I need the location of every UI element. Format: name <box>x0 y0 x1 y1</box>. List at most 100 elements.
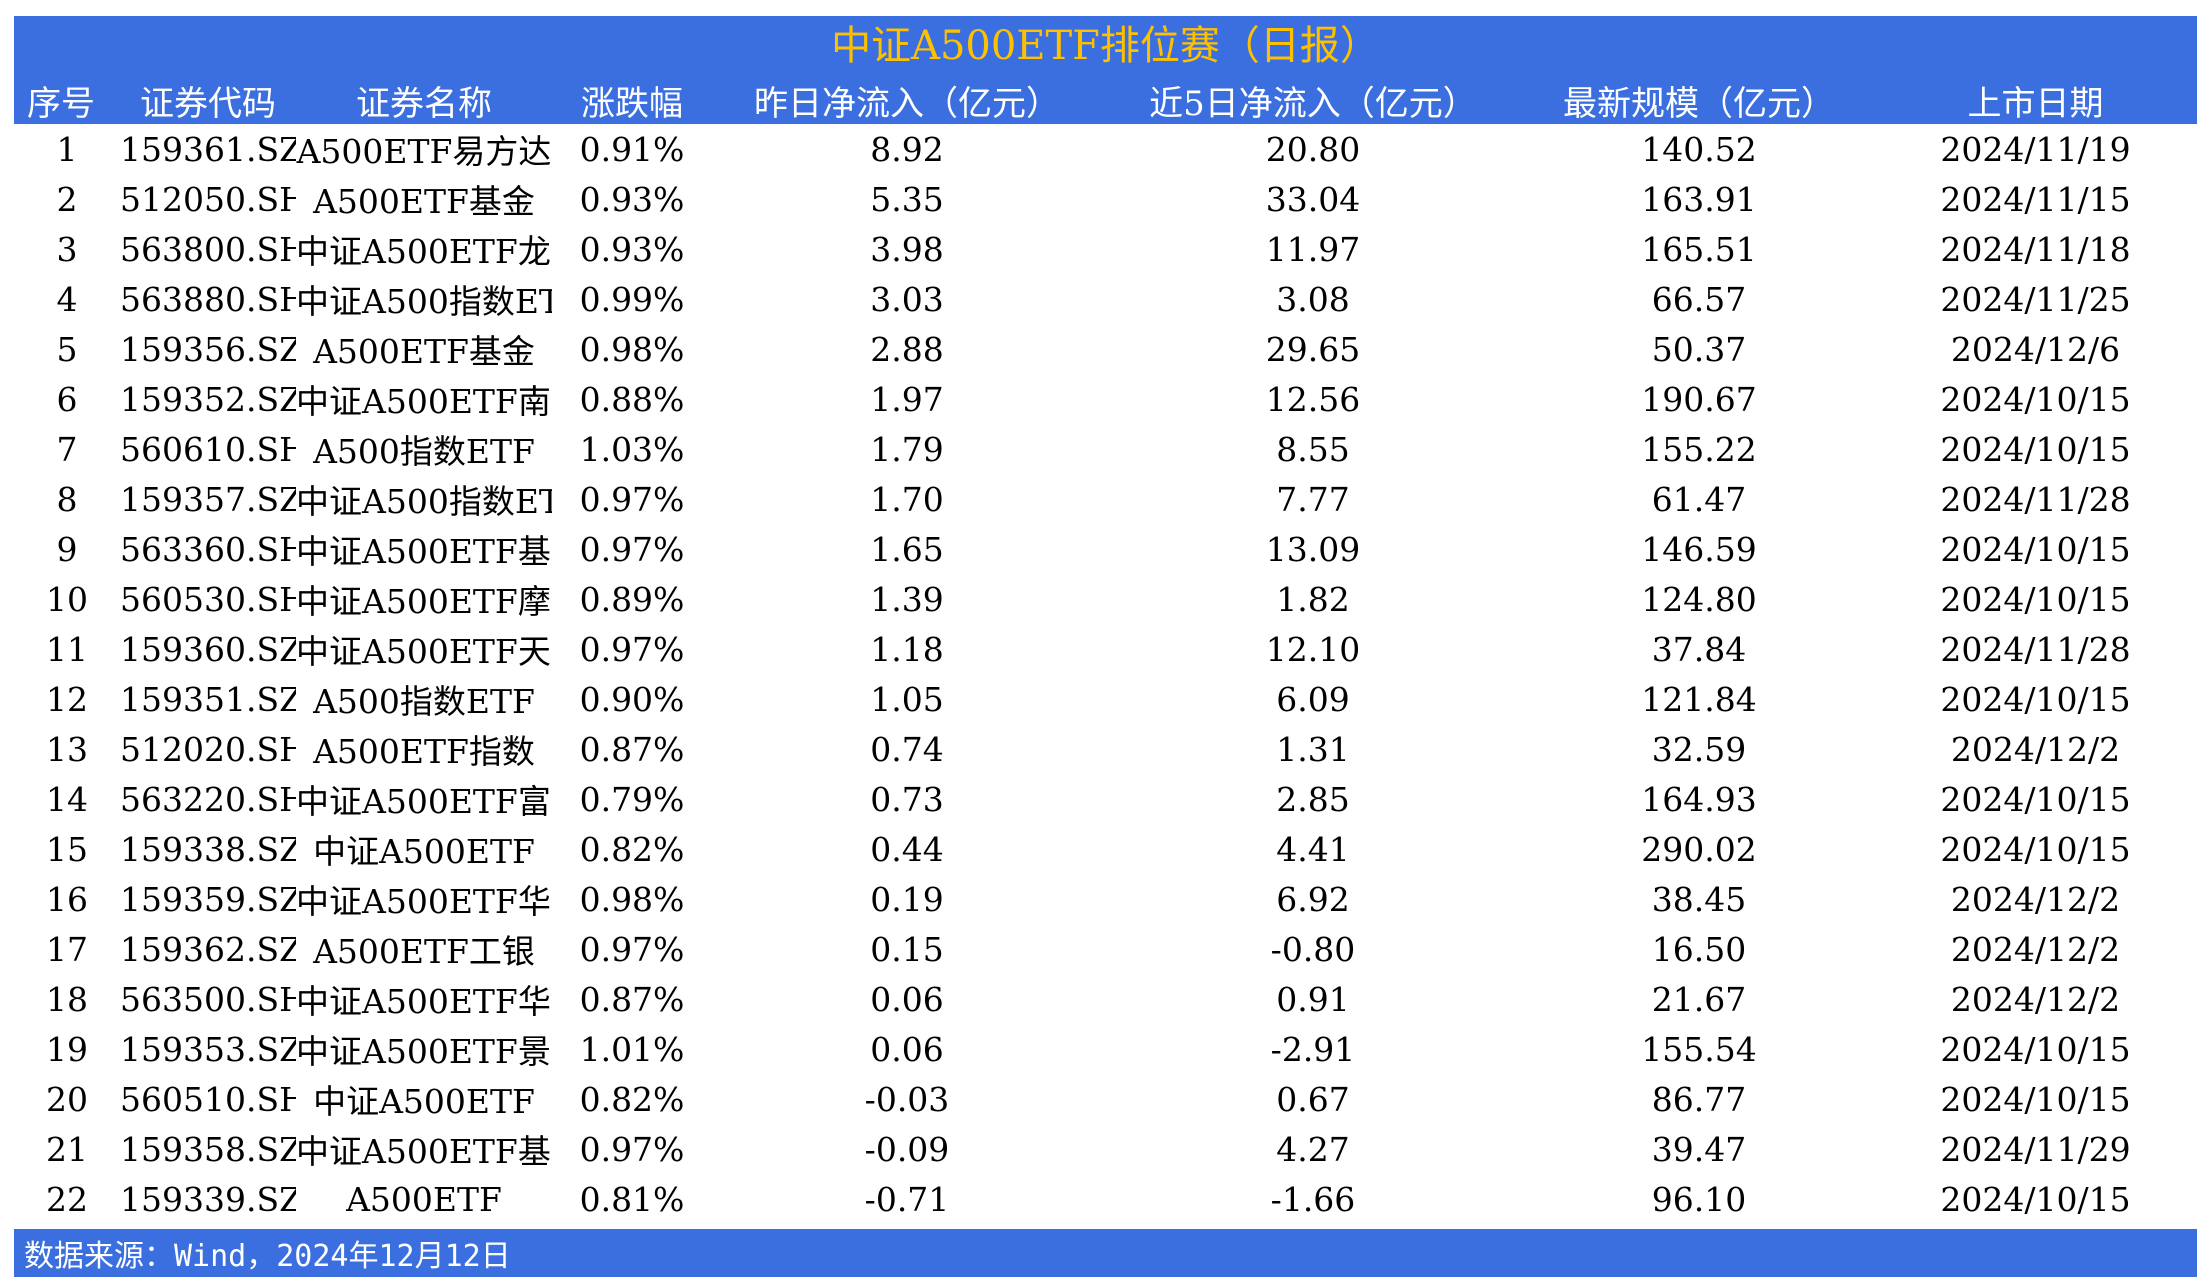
table-title: 中证A500ETF排位赛（日报） <box>14 16 2197 76</box>
5day-inflow-cell: 33.04 <box>1265 179 1361 219</box>
code-cell: 563800.SH <box>120 229 296 269</box>
header-index: 序号 <box>27 83 95 124</box>
yesterday-inflow-cell: 0.74 <box>870 729 944 769</box>
header-row: 序号 证券代码 证券名称 涨跌幅 昨日净流入（亿元） 近5日净流入（亿元） 最新… <box>14 76 2197 124</box>
code-cell: 512020.SH <box>120 729 296 769</box>
name-cell: A500ETF基金 <box>313 182 535 221</box>
index-cell: 18 <box>46 979 88 1019</box>
etf-ranking-table: 中证A500ETF排位赛（日报） 序号 证券代码 证券名称 涨跌幅 昨日净流入（… <box>14 16 2197 1277</box>
5day-inflow-cell: 29.65 <box>1265 329 1361 369</box>
yesterday-inflow-cell: -0.71 <box>864 1179 950 1219</box>
code-cell: 159361.SZ <box>120 129 296 169</box>
scale-cell: 140.52 <box>1641 129 1757 169</box>
5day-inflow-cell: 1.31 <box>1276 729 1350 769</box>
listing-date-cell: 2024/11/29 <box>1940 1129 2131 1169</box>
change-cell: 0.82% <box>579 829 685 869</box>
change-cell: 0.88% <box>579 379 685 419</box>
listing-date-cell: 2024/11/25 <box>1940 279 2131 319</box>
table-row: 15 159338.SZ 中证A500ETF 0.82% 0.44 4.41 290.02 2… <box>14 824 2197 874</box>
yesterday-inflow-cell: -0.03 <box>864 1079 950 1119</box>
change-cell: 0.98% <box>579 329 685 369</box>
index-cell: 3 <box>56 229 78 269</box>
scale-cell: 39.47 <box>1651 1129 1747 1169</box>
yesterday-inflow-cell: 1.39 <box>870 579 944 619</box>
scale-cell: 37.84 <box>1651 629 1747 669</box>
name-cell: 中证A500ETF <box>313 1082 535 1121</box>
scale-cell: 38.45 <box>1651 879 1747 919</box>
index-cell: 21 <box>46 1129 88 1169</box>
yesterday-inflow-cell: 5.35 <box>870 179 944 219</box>
index-cell: 22 <box>46 1179 88 1219</box>
name-cell: 中证A500ETF天弘 <box>296 632 552 671</box>
listing-date-cell: 2024/10/15 <box>1940 1179 2131 1219</box>
table-row: 1 159361.SZ A500ETF易方达 0.91% 8.92 20.80 140.52… <box>14 124 2197 174</box>
index-cell: 14 <box>46 779 88 819</box>
index-cell: 2 <box>56 179 78 219</box>
table-row: 10 560530.SH中证A500ETF摩根 0.89% 1.39 1.82 124.8… <box>14 574 2197 624</box>
name-cell: 中证A500ETF <box>313 832 535 871</box>
header-listing-date: 上市日期 <box>1967 83 2104 124</box>
table-row: 22 159339.SZ A500ETF 0.81% -0.71 -1.66 96.10 20… <box>14 1174 2197 1224</box>
name-cell: 中证A500ETF龙头 <box>296 232 552 271</box>
table-row: 16 159359.SZ中证A500ETF华安 0.98% 0.19 6.92 38.45… <box>14 874 2197 924</box>
scale-cell: 190.67 <box>1641 379 1757 419</box>
header-code: 证券代码 <box>140 83 276 124</box>
yesterday-inflow-cell: 8.92 <box>870 129 944 169</box>
index-cell: 17 <box>46 929 88 969</box>
5day-inflow-cell: 8.55 <box>1276 429 1350 469</box>
code-cell: 159358.SZ <box>120 1129 296 1169</box>
index-cell: 1 <box>56 129 78 169</box>
5day-inflow-cell: 11.97 <box>1265 229 1361 269</box>
index-cell: 16 <box>46 879 88 919</box>
scale-cell: 21.67 <box>1651 979 1747 1019</box>
name-cell: A500ETF易方达 <box>296 132 552 171</box>
scale-cell: 290.02 <box>1641 829 1757 869</box>
table-row: 9 563360.SH中证A500ETF基金 0.97% 1.65 13.09 146.5… <box>14 524 2197 574</box>
index-cell: 7 <box>56 429 78 469</box>
5day-inflow-cell: 4.41 <box>1276 829 1350 869</box>
change-cell: 0.97% <box>579 479 685 519</box>
scale-cell: 155.54 <box>1641 1029 1757 1069</box>
change-cell: 0.91% <box>579 129 685 169</box>
scale-cell: 155.22 <box>1641 429 1757 469</box>
5day-inflow-cell: 12.10 <box>1265 629 1361 669</box>
header-latest-scale: 最新规模（亿元） <box>1563 83 1835 124</box>
code-cell: 159357.SZ <box>120 479 296 519</box>
scale-cell: 121.84 <box>1641 679 1757 719</box>
change-cell: 0.87% <box>579 979 685 1019</box>
listing-date-cell: 2024/10/15 <box>1940 579 2131 619</box>
listing-date-cell: 2024/12/2 <box>1950 729 2121 769</box>
header-yesterday-inflow: 昨日净流入（亿元） <box>754 83 1060 124</box>
change-cell: 0.97% <box>579 1129 685 1169</box>
name-cell: A500ETF指数 <box>313 732 535 771</box>
scale-cell: 96.10 <box>1651 1179 1747 1219</box>
listing-date-cell: 2024/11/18 <box>1940 229 2131 269</box>
listing-date-cell: 2024/10/15 <box>1940 429 2131 469</box>
table-row: 5 159356.SZ A500ETF基金 0.98% 2.88 29.65 50.37 20… <box>14 324 2197 374</box>
listing-date-cell: 2024/10/15 <box>1940 1029 2131 1069</box>
table-row: 8 159357.SZ中证A500指数ETF 0.97% 1.70 7.77 61.47 2… <box>14 474 2197 524</box>
5day-inflow-cell: -1.66 <box>1270 1179 1356 1219</box>
yesterday-inflow-cell: 3.03 <box>870 279 944 319</box>
code-cell: 563220.SH <box>120 779 296 819</box>
scale-cell: 124.80 <box>1641 579 1757 619</box>
listing-date-cell: 2024/10/15 <box>1940 529 2131 569</box>
change-cell: 0.79% <box>579 779 685 819</box>
code-cell: 512050.SH <box>120 179 296 219</box>
5day-inflow-cell: 4.27 <box>1276 1129 1350 1169</box>
scale-cell: 165.51 <box>1641 229 1757 269</box>
table-row: 11 159360.SZ中证A500ETF天弘 0.97% 1.18 12.10 37.8… <box>14 624 2197 674</box>
name-cell: 中证A500ETF摩根 <box>296 582 552 621</box>
table-row: 21 159358.SZ中证A500ETF基金 0.97% -0.09 4.27 39.4… <box>14 1124 2197 1174</box>
scale-cell: 163.91 <box>1641 179 1757 219</box>
code-cell: 159359.SZ <box>120 879 296 919</box>
name-cell: A500ETF工银 <box>313 932 535 971</box>
table-row: 6 159352.SZ中证A500ETF南方 0.88% 1.97 12.56 190.6… <box>14 374 2197 424</box>
data-source-note: 数据来源：Wind，2024年12月12日 <box>14 1229 2197 1277</box>
header-name: 证券名称 <box>356 83 492 124</box>
scale-cell: 16.50 <box>1651 929 1747 969</box>
scale-cell: 50.37 <box>1651 329 1747 369</box>
change-cell: 0.87% <box>579 729 685 769</box>
yesterday-inflow-cell: 1.97 <box>870 379 944 419</box>
change-cell: 0.93% <box>579 179 685 219</box>
